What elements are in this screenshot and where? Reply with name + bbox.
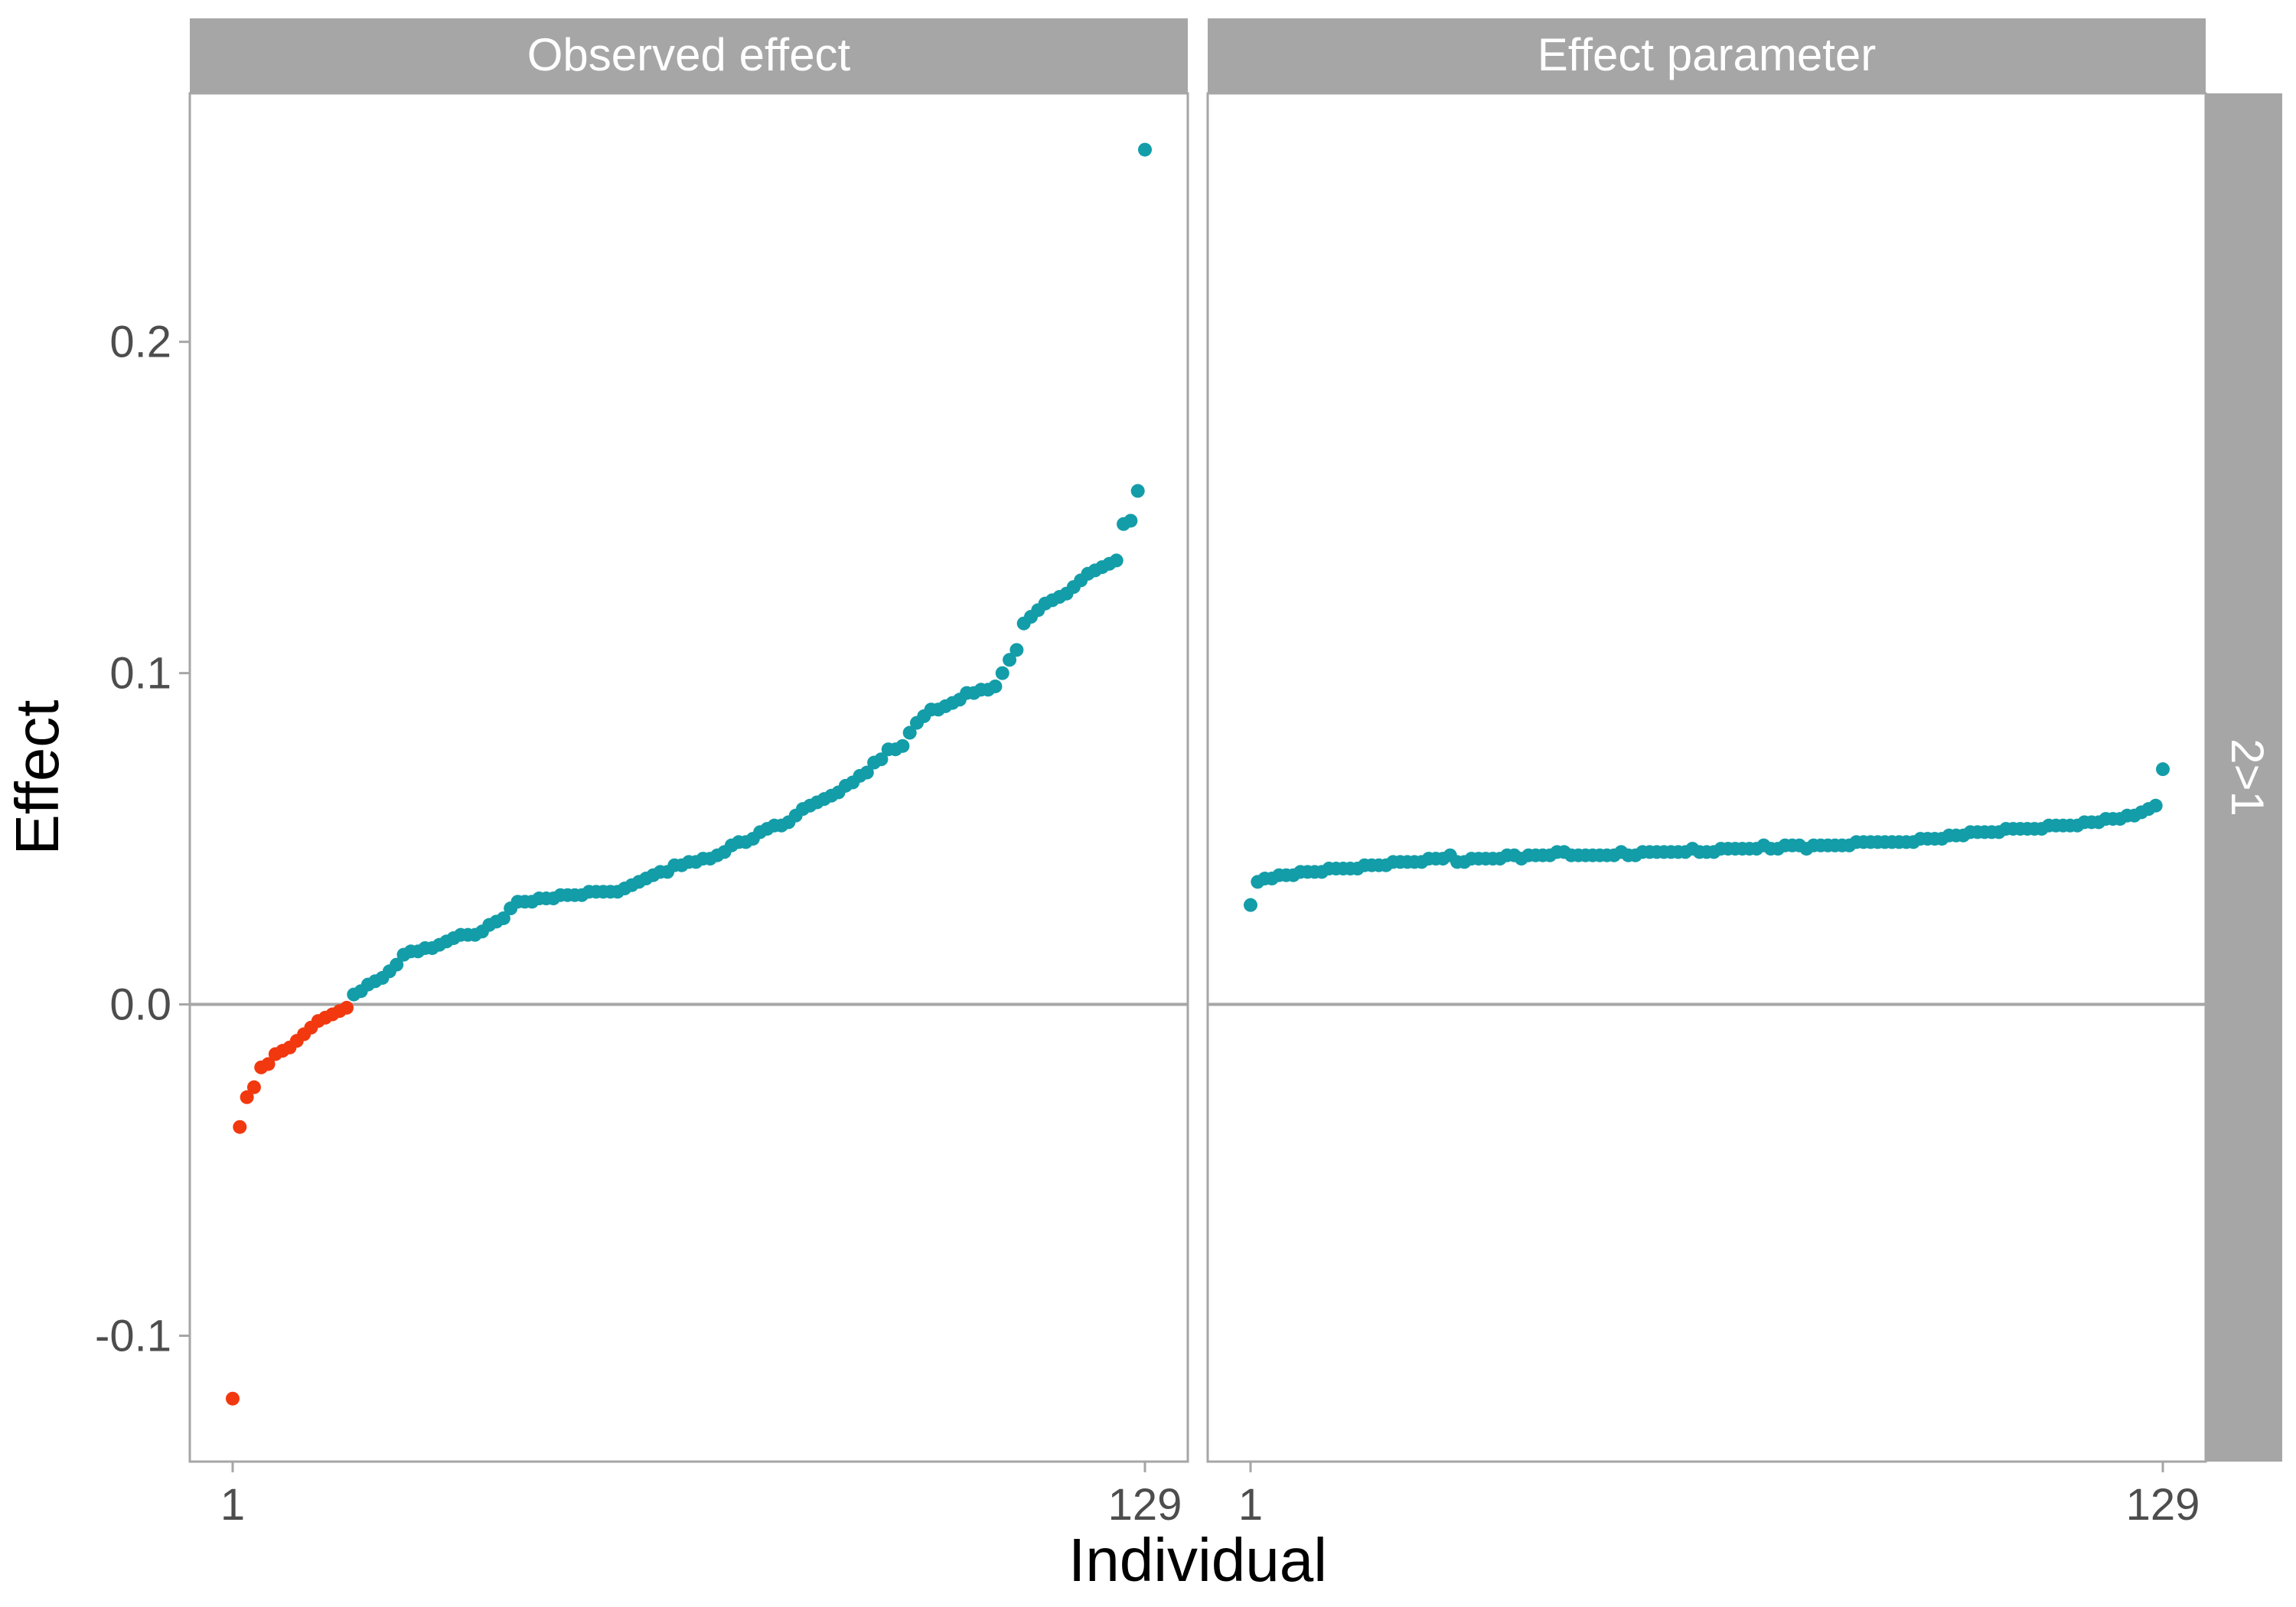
row-strip-background <box>2206 93 2282 1462</box>
data-point <box>496 911 510 925</box>
data-point <box>2148 798 2163 813</box>
data-point <box>246 1080 261 1094</box>
data-point <box>390 957 404 972</box>
effect-parameter-points <box>1244 762 2170 912</box>
data-point <box>1003 653 1017 667</box>
panel-border <box>1206 92 2207 1463</box>
data-point <box>240 1090 254 1104</box>
data-point <box>988 679 1003 693</box>
data-point <box>1244 898 1257 912</box>
x-tick-label: 129 <box>2126 1480 2200 1530</box>
x-tick-label: 1 <box>220 1480 245 1530</box>
row-strip-label: 2>1 <box>2222 738 2273 817</box>
x-axis-title: Individual <box>1068 1526 1327 1594</box>
y-axis-title: Effect <box>3 699 71 855</box>
data-point <box>261 1057 276 1071</box>
row-strip: 2>1 <box>2206 93 2282 1462</box>
x-tick-label: 129 <box>1108 1480 1182 1530</box>
data-point <box>895 738 910 753</box>
x-axis: 1 129 1 129 <box>220 1462 2200 1530</box>
data-point <box>340 1000 354 1015</box>
strip-label-observed-effect: Observed effect <box>527 29 851 80</box>
column-strips: Observed effect Effect parameter <box>190 18 2206 93</box>
panel-border <box>188 92 1189 1463</box>
data-point <box>874 752 889 767</box>
data-point <box>1009 643 1024 657</box>
strip-background-parameter <box>1208 18 2206 93</box>
data-point <box>995 666 1009 680</box>
data-point <box>233 1120 247 1134</box>
data-point <box>1109 553 1124 568</box>
x-tick-label: 1 <box>1238 1480 1263 1530</box>
data-point <box>902 725 917 740</box>
y-tick-label: 0.1 <box>109 649 171 699</box>
y-tick-label: 0.2 <box>109 318 171 367</box>
y-tick-label: 0.0 <box>109 980 171 1030</box>
data-point <box>2156 762 2170 777</box>
y-axis: -0.1 0.0 0.1 0.2 <box>95 318 190 1361</box>
panel-effect-parameter <box>1206 92 2207 1463</box>
data-point <box>226 1391 240 1406</box>
strip-background-observed <box>190 18 1188 93</box>
data-point <box>859 765 874 780</box>
y-tick-label: -0.1 <box>95 1311 171 1361</box>
data-point <box>1124 513 1138 528</box>
strip-label-effect-parameter: Effect parameter <box>1538 29 1876 80</box>
data-point <box>1138 142 1152 157</box>
observed-effect-points <box>226 142 1152 1406</box>
data-point <box>1130 484 1145 498</box>
panel-observed-effect <box>188 92 1189 1463</box>
